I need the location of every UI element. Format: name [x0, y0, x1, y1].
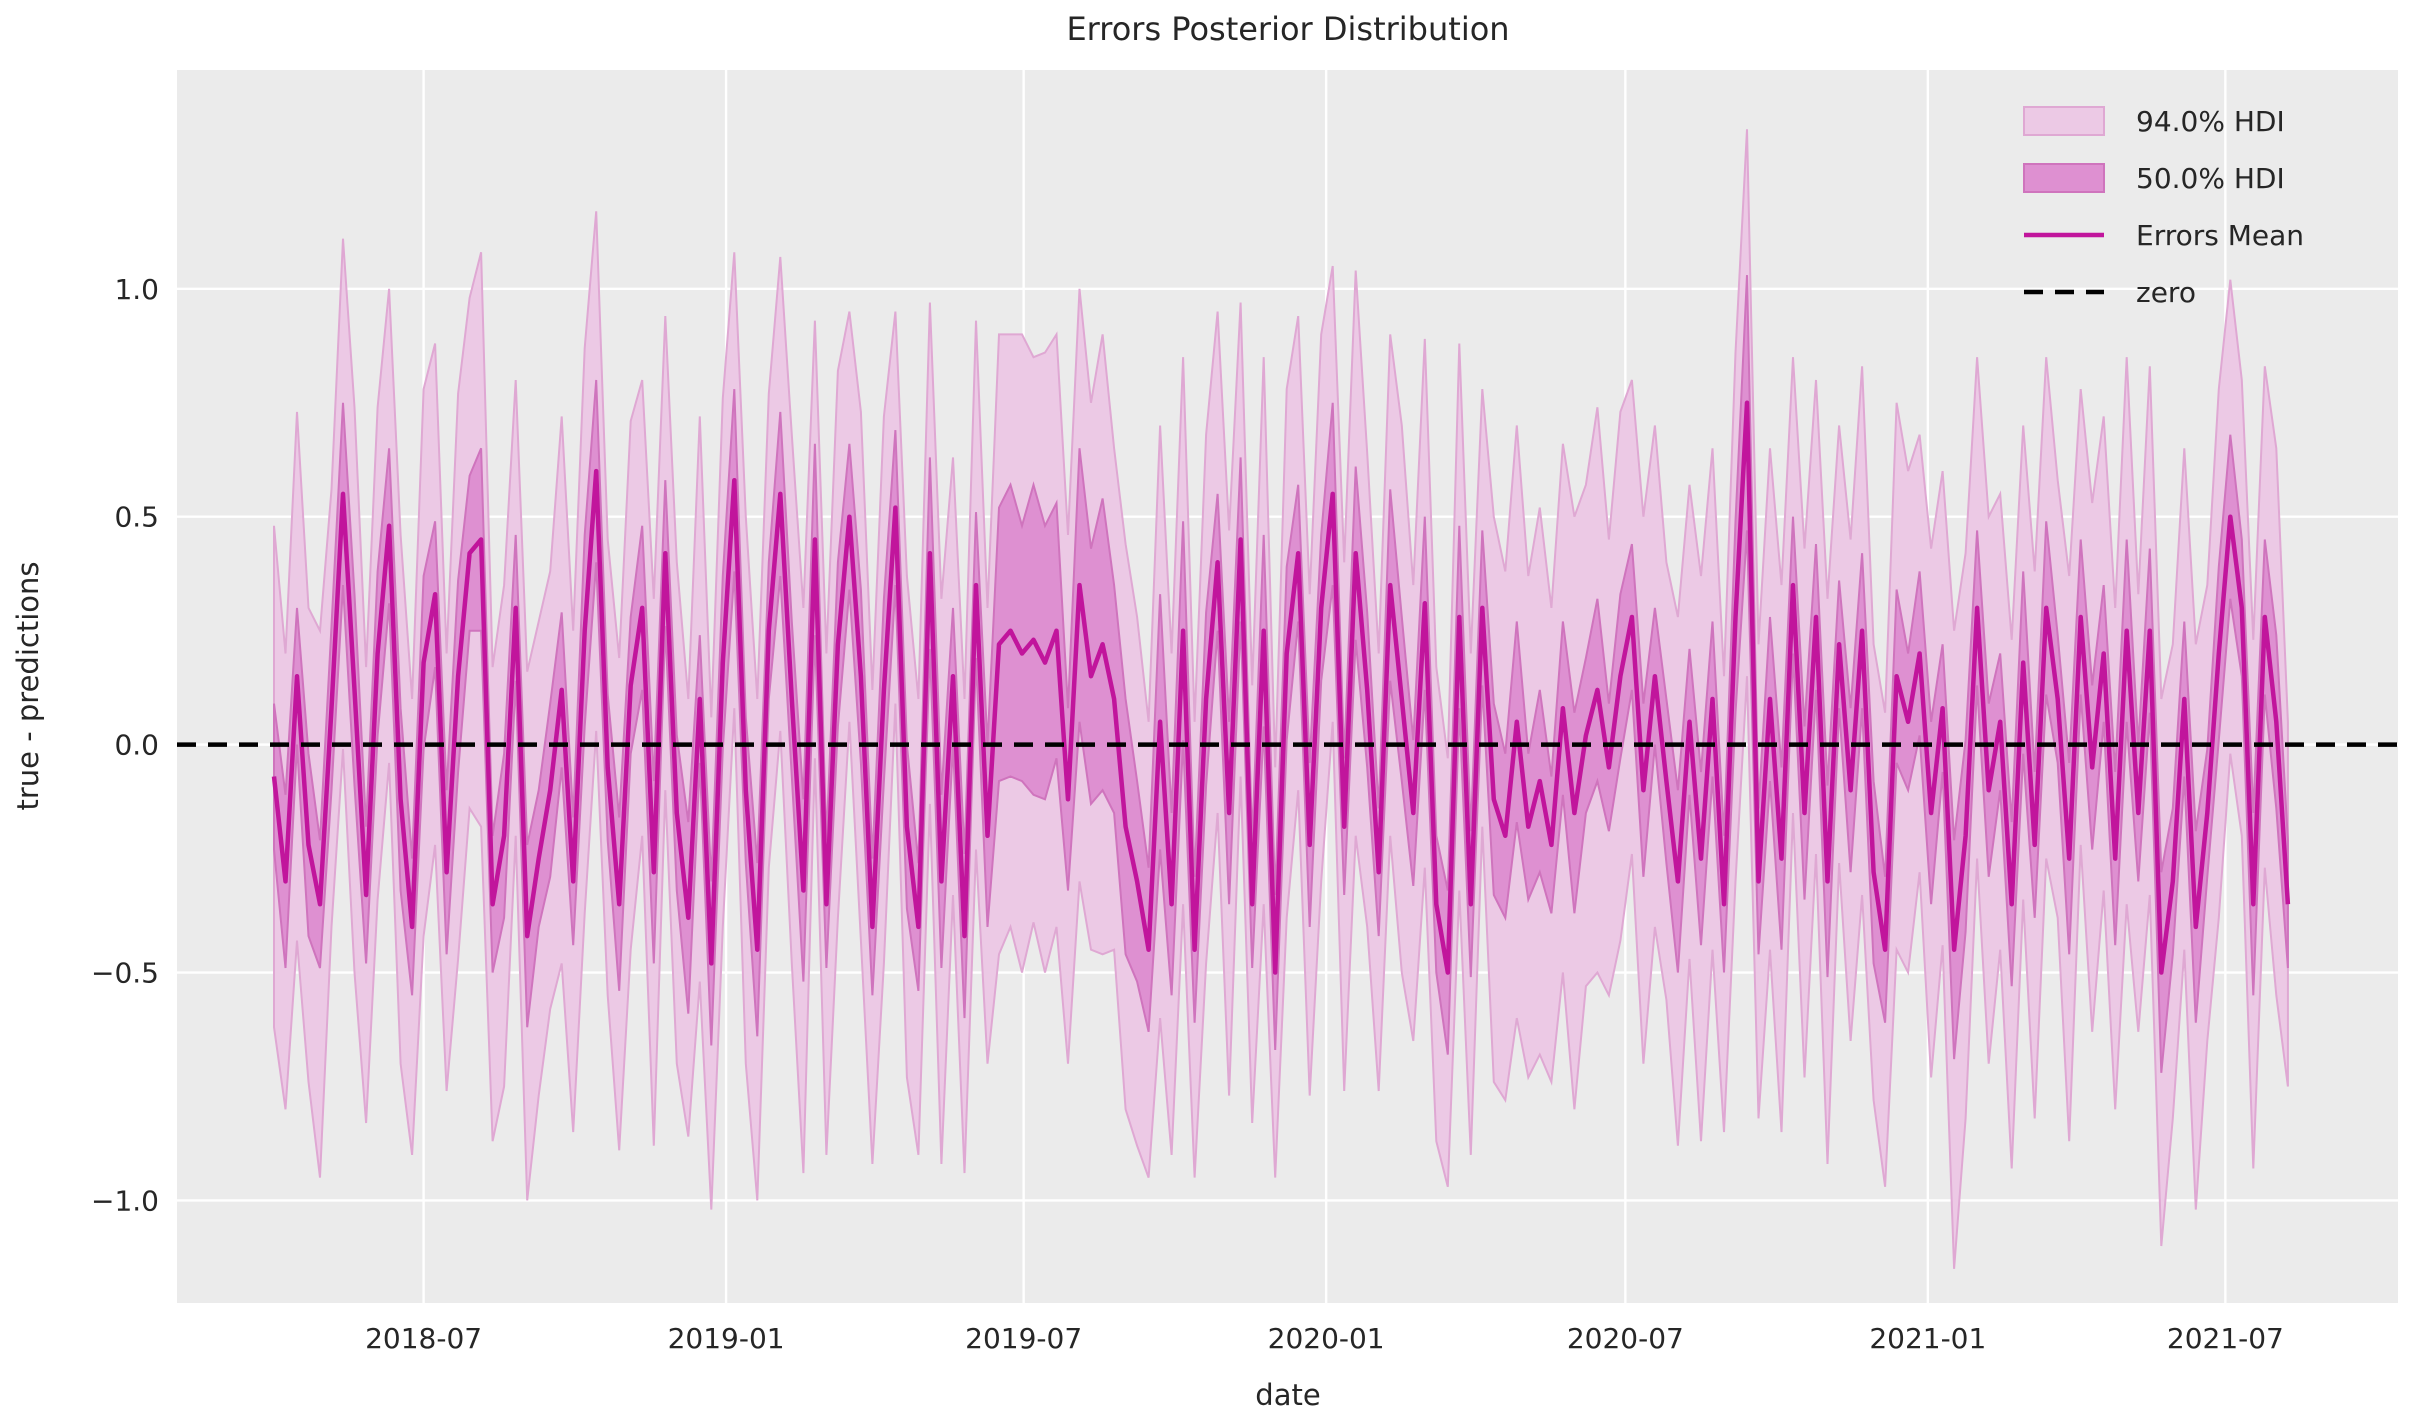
y-tick-label: −1.0 [91, 1184, 159, 1217]
x-tick-label: 2019-01 [668, 1322, 785, 1355]
legend-label-mean: Errors Mean [2136, 219, 2304, 252]
hdi94-band [273, 129, 2289, 1269]
chart-title: Errors Posterior Distribution [1066, 10, 1509, 48]
legend-label-zero: zero [2136, 276, 2196, 309]
legend-label-94: 94.0% HDI [2136, 105, 2285, 138]
x-tick-label: 2018-07 [365, 1322, 482, 1355]
y-tick-label: −0.5 [91, 957, 159, 990]
chart-layers [177, 129, 2398, 1269]
legend-item-zero: zero [2024, 276, 2196, 309]
x-tick-label: 2021-01 [1869, 1322, 1986, 1355]
hdi50-band [273, 275, 2289, 1073]
y-axis-label: true - predictions [11, 561, 45, 810]
y-tick-label: 0.5 [114, 501, 159, 534]
tick-labels: 2018-07 2019-01 2019-07 2020-01 2020-07 2021-… [91, 273, 2284, 1355]
hdi94-swatch [2023, 106, 2105, 136]
legend-label-50: 50.0% HDI [2136, 162, 2285, 195]
legend: 94.0% HDI 50.0% HDI Errors Mean zero [2023, 105, 2304, 309]
legend-item-94-hdi: 94.0% HDI [2023, 105, 2285, 138]
x-axis-label: date [1255, 1378, 1320, 1412]
x-tick-label: 2020-07 [1567, 1322, 1684, 1355]
x-tick-label: 2019-07 [965, 1322, 1082, 1355]
legend-item-errors-mean: Errors Mean [2024, 219, 2304, 252]
x-tick-label: 2020-01 [1268, 1322, 1385, 1355]
y-tick-label: 1.0 [114, 273, 159, 306]
errors-mean-line [271, 400, 2291, 975]
x-tick-label: 2021-07 [2167, 1322, 2284, 1355]
hdi50-swatch [2023, 163, 2105, 193]
legend-item-50-hdi: 50.0% HDI [2023, 162, 2285, 195]
y-tick-label: 0.0 [114, 729, 159, 762]
